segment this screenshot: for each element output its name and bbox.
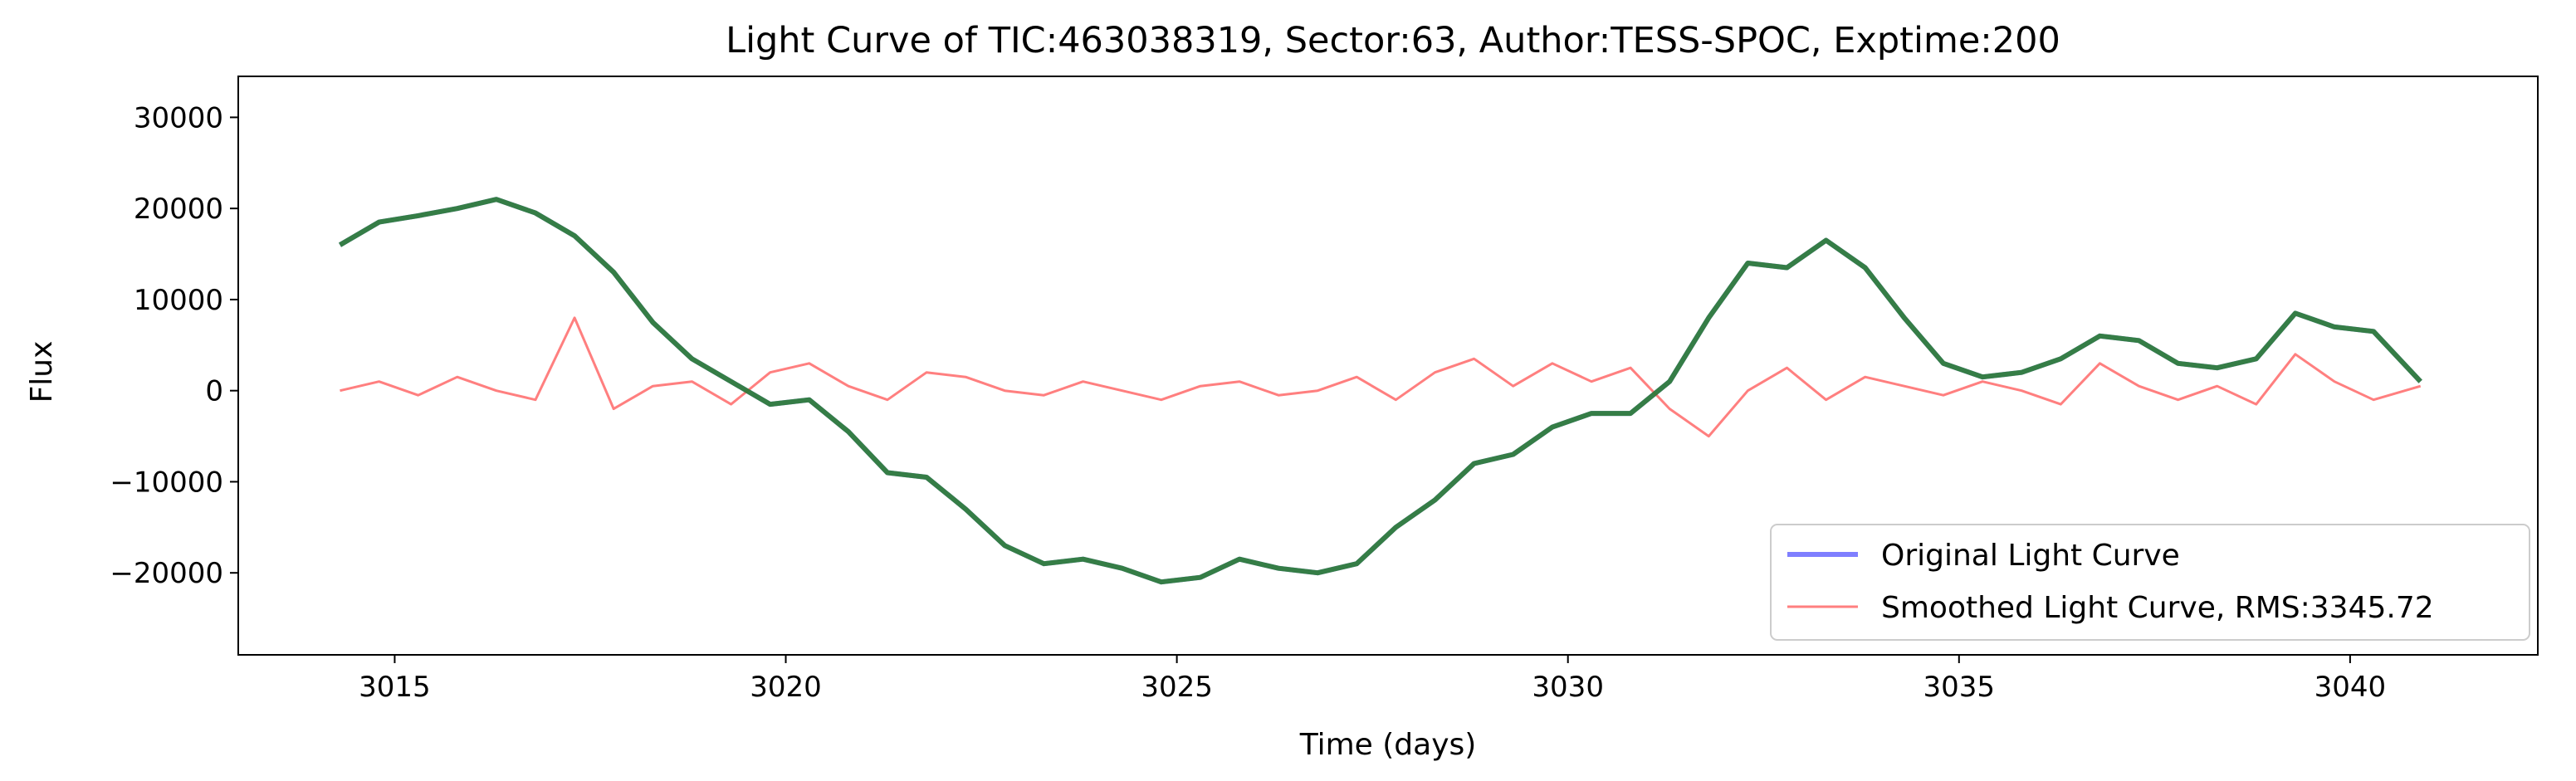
legend-label-original: Original Light Curve — [1881, 539, 2180, 573]
x-tick-label: 3035 — [1923, 671, 1996, 704]
legend-label-smoothed: Smoothed Light Curve, RMS:3345.72 — [1881, 591, 2434, 625]
plot-area — [237, 76, 2539, 656]
y-tick-label: −20000 — [110, 557, 223, 590]
legend-box — [1770, 524, 2530, 641]
x-tick-label: 3020 — [750, 671, 822, 704]
x-tick-label: 3030 — [1532, 671, 1604, 704]
y-tick-label: 0 — [205, 375, 223, 408]
plot-frame — [237, 76, 2539, 656]
series-trend-line — [338, 197, 2422, 585]
chart-title: Light Curve of TIC:463038319, Sector:63,… — [726, 20, 2060, 61]
x-axis: 3015 3020 3025 3030 3035 3040 — [359, 655, 2386, 704]
y-axis-label: Flux — [25, 341, 59, 403]
x-tick-label: 3040 — [2314, 671, 2387, 704]
y-tick-label: −10000 — [110, 466, 223, 499]
series-smoothed-line — [340, 316, 2422, 438]
legend: Original Light Curve Smoothed Light Curv… — [1770, 524, 2530, 641]
x-tick-label: 3015 — [359, 671, 431, 704]
x-tick-label: 3025 — [1141, 671, 1213, 704]
y-tick-label: 20000 — [134, 193, 223, 226]
x-axis-label: Time (days) — [1299, 728, 1477, 762]
series-layer — [338, 197, 2422, 585]
y-axis: −20000 −10000 0 10000 20000 30000 — [110, 101, 238, 590]
y-tick-label: 10000 — [134, 284, 223, 317]
y-tick-label: 30000 — [134, 101, 223, 134]
